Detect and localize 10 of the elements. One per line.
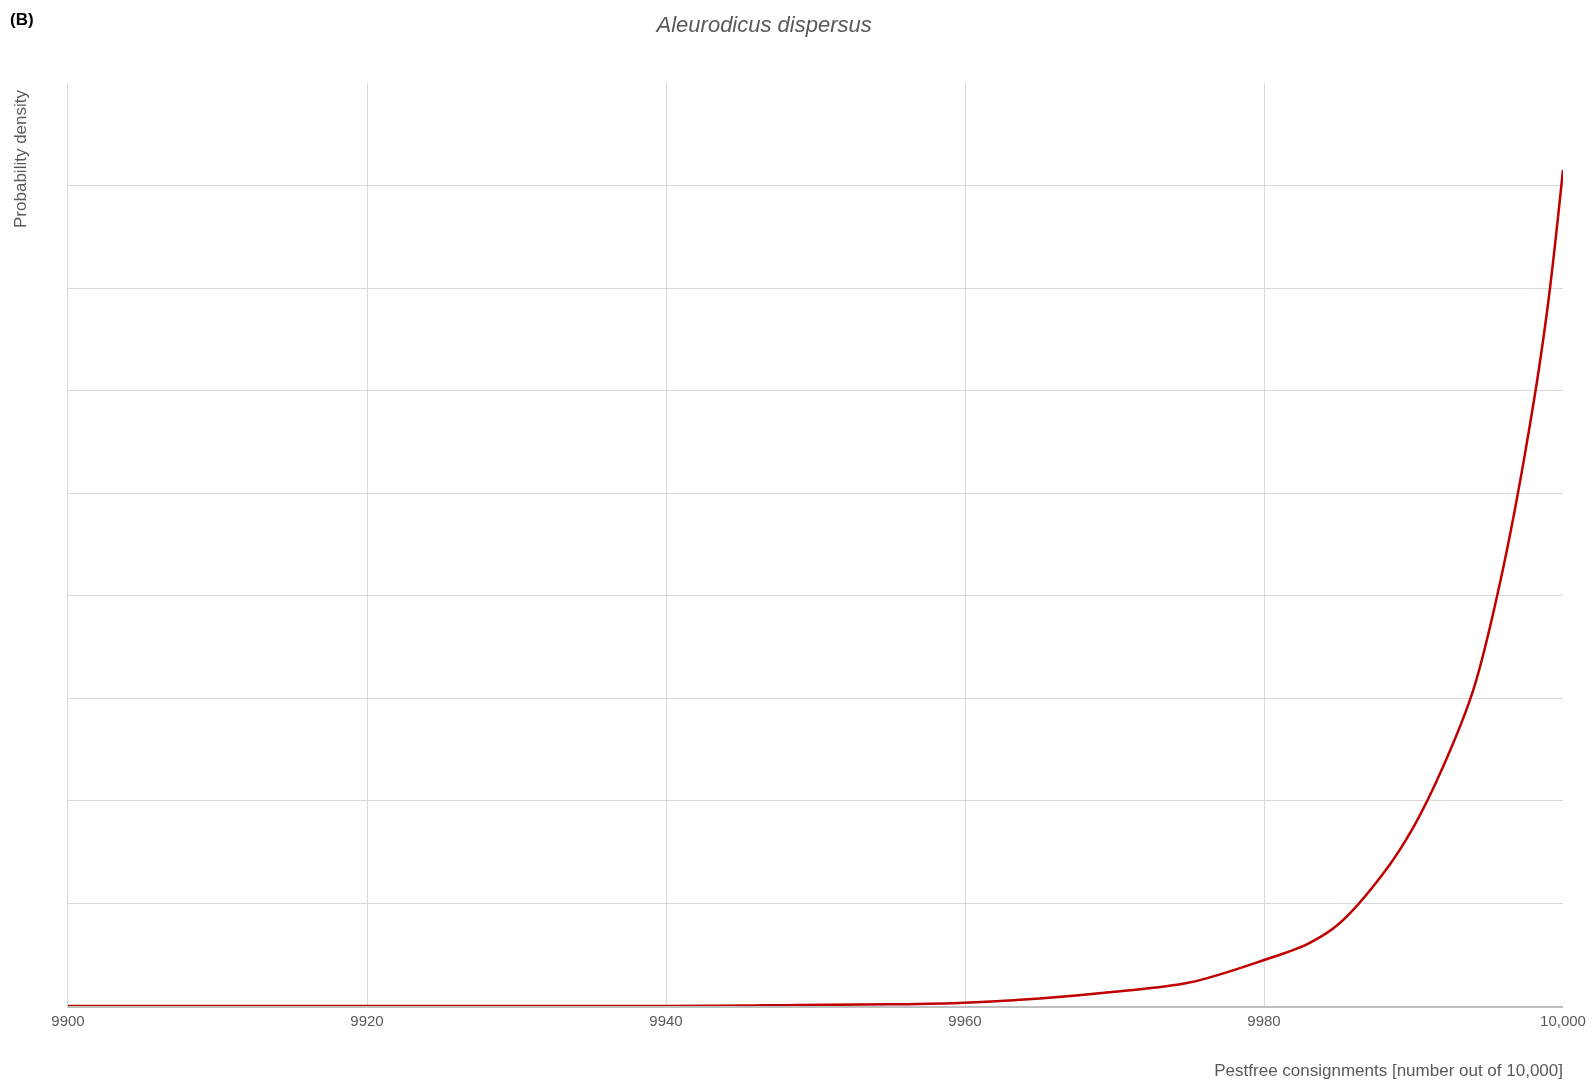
x-tick-label: 9920 (350, 1011, 384, 1029)
x-tick-label: 9980 (1247, 1011, 1281, 1029)
x-axis-title: Pestfree consignments [number out of 10,000] (1214, 1061, 1563, 1080)
y-axis-title: Probability density (11, 89, 30, 228)
x-tick-label: 10,000 (1540, 1011, 1586, 1029)
x-tick-label: 9940 (649, 1011, 683, 1029)
chart-title: Aleurodicus dispersus (654, 11, 872, 37)
text: (B) (10, 10, 34, 29)
x-tick-label: 9900 (51, 1011, 85, 1029)
x-tick-label: 9960 (948, 1011, 982, 1029)
